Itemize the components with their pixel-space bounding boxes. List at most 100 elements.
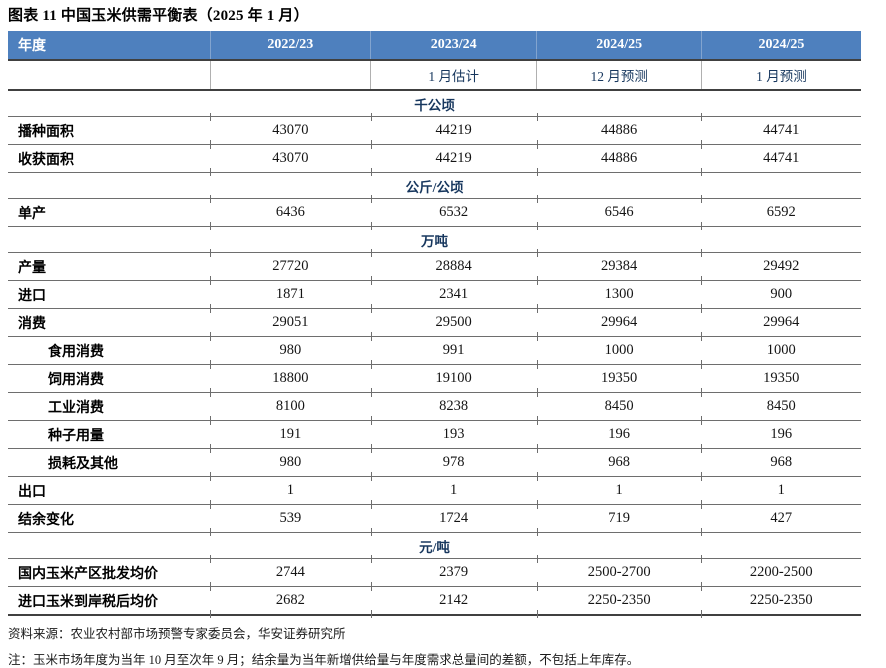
header-cell-year-label: 年度 [8, 31, 211, 61]
corn-supply-demand-table: 年度 2022/23 2023/24 2024/25 2024/25 1 月估计 12 月… [8, 31, 861, 617]
cell-value: 1300 [536, 276, 703, 312]
cell-value: 1000 [701, 336, 861, 365]
cell-value: 44219 [370, 112, 539, 148]
cell-value: 1000 [536, 332, 703, 368]
cell-value: 29964 [701, 308, 861, 337]
table-row: 饲用消费 18800 19100 19350 19350 [8, 360, 861, 396]
unit-row: 公斤/公顷 [8, 172, 861, 199]
cell-value: 28884 [370, 248, 539, 284]
cell-value: 29964 [536, 304, 703, 340]
cell-value: 1 [370, 472, 539, 508]
unit-row: 千公顷 [8, 90, 861, 117]
cell-value: 196 [536, 416, 703, 452]
unit-row: 万吨 [8, 226, 861, 253]
table-row: 进口玉米到岸税后均价 2682 2142 2250-2350 2250-2350 [8, 582, 861, 617]
cell-value: 8238 [370, 388, 539, 424]
cell-value: 44741 [701, 116, 861, 145]
table-row: 结余变化 539 1724 719 427 [8, 500, 861, 536]
cell-value: 1 [210, 472, 372, 508]
table-row: 产量 27720 28884 29384 29492 [8, 248, 861, 284]
cell-value: 27720 [210, 248, 372, 284]
row-label: 种子用量 [8, 416, 212, 452]
cell-value: 991 [370, 332, 539, 368]
table-row: 出口 1 1 1 1 [8, 472, 861, 508]
cell-value: 6546 [536, 194, 703, 230]
cell-value: 44219 [370, 140, 539, 176]
cell-value: 43070 [210, 112, 372, 148]
unit-label: 万吨 [8, 226, 861, 253]
table-row: 种子用量 191 193 196 196 [8, 416, 861, 452]
cell-value: 29051 [210, 304, 372, 340]
cell-value: 2341 [370, 276, 539, 312]
table-row: 收获面积 43070 44219 44886 44741 [8, 140, 861, 176]
cell-value: 6592 [701, 198, 861, 227]
cell-value: 980 [210, 444, 372, 480]
cell-value: 2200-2500 [701, 558, 861, 587]
cell-value: 29384 [536, 248, 703, 284]
cell-value: 1724 [370, 500, 539, 536]
unit-label: 千公顷 [8, 90, 861, 117]
row-label: 出口 [8, 472, 212, 508]
table-row: 单产 6436 6532 6546 6592 [8, 194, 861, 230]
header-cell-season: 2024/25 [536, 31, 702, 61]
cell-value: 19100 [370, 360, 539, 396]
cell-value: 1 [701, 476, 861, 505]
cell-value: 193 [370, 416, 539, 452]
table-row: 国内玉米产区批发均价 2744 2379 2500-2700 2200-2500 [8, 554, 861, 590]
cell-value: 2250-2350 [701, 586, 861, 616]
cell-value: 44886 [536, 140, 703, 176]
header-cell-season: 2023/24 [370, 31, 537, 61]
row-label: 损耗及其他 [8, 444, 212, 480]
cell-value: 8100 [210, 388, 372, 424]
cell-value: 18800 [210, 360, 372, 396]
cell-value: 539 [210, 500, 372, 536]
row-label: 进口 [8, 276, 212, 312]
cell-value: 44886 [536, 112, 703, 148]
row-label: 消费 [8, 304, 212, 340]
cell-value: 2744 [210, 554, 372, 590]
cell-value: 1871 [210, 276, 372, 312]
source-line: 资料来源：农业农村部市场预警专家委员会，华安证券研究所 [8, 627, 346, 641]
unit-label: 公斤/公顷 [8, 172, 861, 199]
cell-value: 427 [701, 504, 861, 533]
cell-value: 980 [210, 332, 372, 368]
header-cell-season: 2024/25 [700, 31, 861, 61]
subheader-cell-forecast-label: 12 月预测 [536, 60, 702, 91]
cell-value: 196 [701, 420, 861, 449]
row-label: 单产 [8, 194, 212, 230]
table-row: 播种面积 43070 44219 44886 44741 [8, 112, 861, 148]
unit-row: 元/吨 [8, 532, 861, 559]
cell-value: 719 [536, 500, 703, 536]
table-body: 千公顷 播种面积 43070 44219 44886 44741 收获面积 43070 4421… [8, 90, 861, 617]
cell-value: 2142 [370, 582, 539, 617]
row-label: 播种面积 [8, 112, 212, 148]
cell-value: 2379 [370, 554, 539, 590]
cell-value: 44741 [701, 144, 861, 173]
figure-title: 图表 11 中国玉米供需平衡表（2025 年 1 月） [8, 8, 309, 24]
row-label: 进口玉米到岸税后均价 [8, 582, 212, 617]
table-row: 工业消费 8100 8238 8450 8450 [8, 388, 861, 424]
header-cell-season: 2022/23 [209, 31, 371, 61]
row-label: 饲用消费 [8, 360, 212, 396]
cell-value: 29492 [701, 252, 861, 281]
cell-value: 6532 [370, 194, 539, 230]
row-label: 产量 [8, 248, 212, 284]
subheader-cell-forecast-label: 1 月估计 [370, 60, 537, 91]
cell-value: 968 [536, 444, 703, 480]
cell-value: 191 [210, 416, 372, 452]
row-label: 收获面积 [8, 140, 212, 176]
table-row: 消费 29051 29500 29964 29964 [8, 304, 861, 340]
table-header-row: 年度 2022/23 2023/24 2024/25 2024/25 [8, 31, 861, 61]
subheader-cell-forecast-label: 1 月预测 [700, 60, 861, 91]
table-subheader-row: 1 月估计 12 月预测 1 月预测 [8, 60, 861, 91]
cell-value: 19350 [536, 360, 703, 396]
cell-value: 2682 [210, 582, 372, 617]
table-row: 食用消费 980 991 1000 1000 [8, 332, 861, 368]
cell-value: 1 [536, 472, 703, 508]
cell-value: 900 [701, 280, 861, 309]
table-row: 进口 1871 2341 1300 900 [8, 276, 861, 312]
cell-value: 29500 [370, 304, 539, 340]
cell-value: 8450 [536, 388, 703, 424]
cell-value: 19350 [701, 364, 861, 393]
